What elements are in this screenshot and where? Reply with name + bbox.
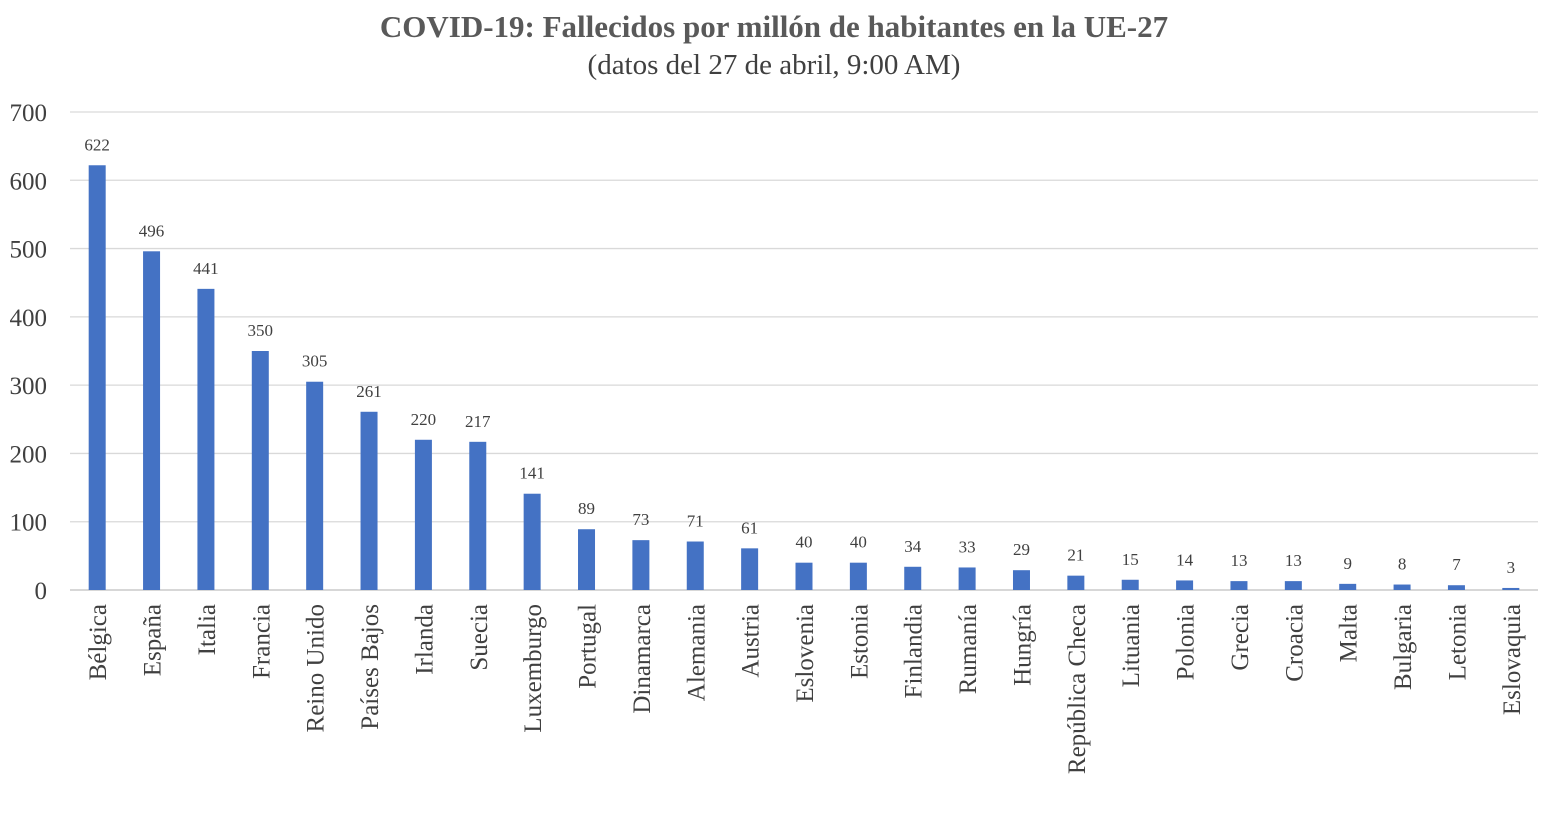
data-label: 8 bbox=[1398, 555, 1407, 574]
data-label: 141 bbox=[519, 464, 545, 483]
bar bbox=[1176, 580, 1194, 590]
data-label: 622 bbox=[84, 135, 110, 154]
y-tick-label: 200 bbox=[10, 441, 48, 468]
data-label: 3 bbox=[1507, 558, 1516, 577]
data-label: 220 bbox=[411, 410, 437, 429]
x-tick-label: Finlandia bbox=[901, 604, 928, 698]
bar bbox=[578, 529, 596, 590]
data-label: 305 bbox=[302, 352, 328, 371]
data-label: 40 bbox=[796, 533, 813, 552]
data-label: 40 bbox=[850, 533, 867, 552]
y-tick-label: 700 bbox=[10, 100, 48, 127]
data-label: 496 bbox=[139, 221, 165, 240]
bar bbox=[958, 567, 976, 590]
x-tick-label: Bulgaria bbox=[1390, 604, 1417, 690]
y-tick-label: 300 bbox=[10, 373, 48, 400]
data-label: 9 bbox=[1343, 554, 1352, 573]
data-label: 89 bbox=[578, 499, 595, 518]
data-label: 14 bbox=[1176, 550, 1194, 569]
x-axis: Bélgica España Italia Francia Reino Unido Paí… bbox=[85, 604, 1526, 774]
bar bbox=[414, 439, 432, 590]
x-tick-label: Portugal bbox=[575, 604, 602, 689]
bar bbox=[469, 441, 487, 590]
data-label: 13 bbox=[1230, 551, 1247, 570]
y-tick-label: 600 bbox=[10, 168, 48, 195]
bar bbox=[1121, 579, 1139, 590]
bar bbox=[197, 288, 215, 590]
data-label: 261 bbox=[356, 382, 382, 401]
x-tick-label: Francia bbox=[248, 604, 275, 679]
x-tick-label: Alemania bbox=[683, 604, 710, 701]
x-tick-label: Italia bbox=[194, 604, 221, 655]
x-tick-label: República Checa bbox=[1064, 604, 1091, 774]
data-label: 7 bbox=[1452, 555, 1461, 574]
bar bbox=[849, 562, 867, 590]
x-tick-label: Irlanda bbox=[411, 604, 438, 675]
data-label: 33 bbox=[959, 537, 976, 556]
data-label: 13 bbox=[1285, 551, 1302, 570]
bar bbox=[632, 540, 650, 590]
bar bbox=[88, 165, 106, 590]
bar bbox=[686, 541, 704, 590]
x-tick-label: Austria bbox=[738, 604, 765, 678]
data-label: 350 bbox=[248, 321, 274, 340]
x-tick-label: España bbox=[140, 604, 167, 676]
x-tick-label: Letonia bbox=[1444, 604, 1471, 680]
y-tick-label: 400 bbox=[10, 305, 48, 332]
bar bbox=[306, 381, 324, 590]
x-tick-label: Reino Unido bbox=[303, 604, 330, 732]
data-label: 15 bbox=[1122, 550, 1139, 569]
x-tick-label: Rumanía bbox=[955, 604, 982, 694]
bar bbox=[143, 251, 161, 590]
bar bbox=[904, 566, 922, 590]
x-tick-label: Croacia bbox=[1281, 604, 1308, 682]
x-tick-label: Eslovaquia bbox=[1499, 604, 1526, 715]
x-tick-label: Luxemburgo bbox=[520, 604, 547, 733]
bar bbox=[251, 351, 269, 590]
data-label: 441 bbox=[193, 259, 219, 278]
y-tick-label: 0 bbox=[35, 578, 48, 605]
bar bbox=[1012, 570, 1030, 590]
x-tick-label: Bélgica bbox=[85, 604, 112, 680]
x-tick-label: Eslovenia bbox=[792, 604, 819, 703]
data-label: 217 bbox=[465, 412, 491, 431]
x-tick-label: Hungría bbox=[1009, 604, 1036, 686]
x-tick-label: Suecia bbox=[466, 604, 493, 671]
bar bbox=[1339, 583, 1357, 590]
x-tick-label: Lituania bbox=[1118, 604, 1145, 687]
x-tick-label: Malta bbox=[1336, 604, 1363, 662]
y-tick-label: 100 bbox=[10, 510, 48, 537]
bar bbox=[1447, 585, 1465, 590]
bar bbox=[1230, 581, 1248, 590]
y-tick-label: 500 bbox=[10, 237, 48, 264]
x-tick-label: Grecia bbox=[1227, 604, 1254, 671]
data-label: 73 bbox=[632, 510, 649, 529]
data-label: 21 bbox=[1067, 546, 1084, 565]
data-label: 61 bbox=[741, 518, 758, 537]
bar bbox=[795, 562, 813, 590]
chart-title: COVID-19: Fallecidos por millón de habit… bbox=[380, 9, 1168, 44]
data-label: 71 bbox=[687, 512, 704, 531]
data-label: 34 bbox=[904, 537, 922, 556]
bar bbox=[523, 493, 541, 590]
chart-subtitle: (datos del 27 de abril, 9:00 AM) bbox=[588, 49, 961, 81]
data-label: 29 bbox=[1013, 540, 1030, 559]
bar bbox=[1067, 575, 1085, 590]
x-tick-label: Polonia bbox=[1173, 604, 1200, 680]
gridlines bbox=[70, 111, 1538, 591]
bars bbox=[88, 165, 1520, 590]
bar bbox=[1502, 587, 1520, 590]
x-tick-label: Países Bajos bbox=[357, 604, 384, 730]
bar bbox=[1393, 584, 1411, 590]
bar bbox=[360, 411, 378, 590]
bar bbox=[741, 548, 759, 590]
y-axis: 0 100 200 300 400 500 600 700 bbox=[10, 100, 48, 605]
x-tick-label: Estonia bbox=[846, 604, 873, 679]
bar bbox=[1284, 581, 1302, 590]
x-tick-label: Dinamarca bbox=[629, 604, 656, 714]
